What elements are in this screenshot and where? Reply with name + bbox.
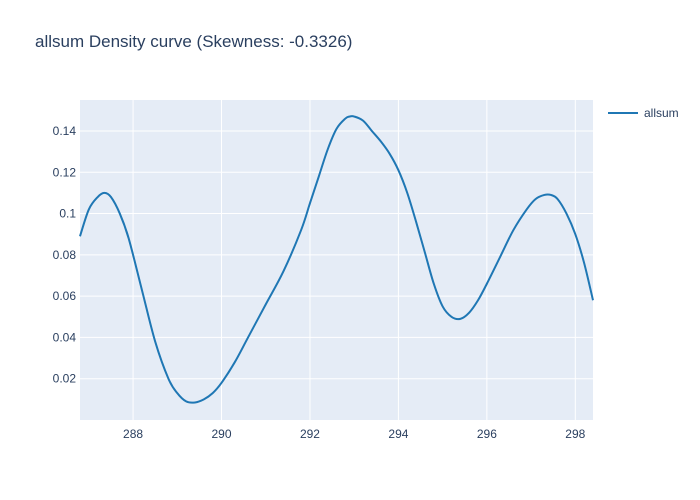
- x-tick-label: 296: [477, 427, 497, 441]
- legend[interactable]: allsum: [608, 106, 679, 120]
- y-tick-label: 0.12: [53, 165, 77, 179]
- x-tick-label: 292: [300, 427, 320, 441]
- y-tick-label: 0.1: [59, 207, 76, 221]
- y-tick-label: 0.08: [53, 248, 77, 262]
- chart-title: allsum Density curve (Skewness: -0.3326): [35, 32, 353, 51]
- legend-label: allsum: [644, 106, 679, 120]
- y-tick-label: 0.06: [53, 289, 77, 303]
- y-tick-label: 0.14: [53, 124, 77, 138]
- y-tick-label: 0.04: [53, 330, 77, 344]
- plot-background: [80, 100, 593, 420]
- y-gridlines: [80, 130, 593, 380]
- x-tick-labels: 288 290 292 294 296 298: [123, 427, 586, 441]
- y-tick-label: 0.02: [53, 372, 77, 386]
- x-gridlines: [132, 100, 576, 420]
- series-line-allsum[interactable]: [79, 115, 594, 404]
- x-tick-label: 298: [565, 427, 585, 441]
- x-tick-label: 294: [388, 427, 408, 441]
- legend-swatch: [608, 112, 638, 114]
- series-layer: [79, 115, 594, 404]
- x-tick-label: 290: [212, 427, 232, 441]
- x-tick-label: 288: [123, 427, 143, 441]
- y-tick-labels: 0.02 0.04 0.06 0.08 0.1 0.12 0.14: [53, 124, 77, 386]
